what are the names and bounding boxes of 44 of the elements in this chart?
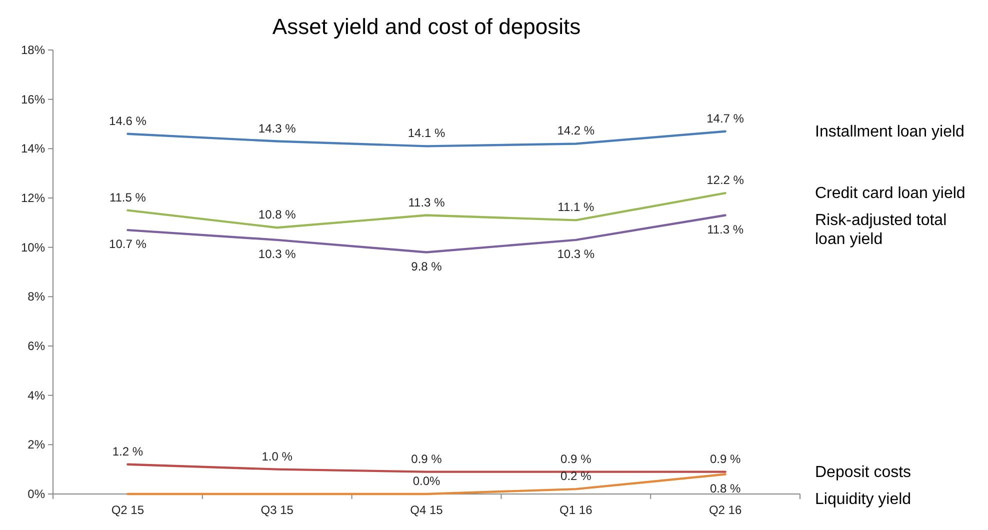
data-label: 0.9 % [560, 452, 592, 466]
data-label: 10.7 % [109, 237, 147, 252]
text: Deposit costs [815, 464, 912, 481]
data-label: 0.2 % [560, 469, 592, 484]
data-label: 0.9 % [411, 452, 442, 466]
y-tick-label: 12% [20, 191, 46, 205]
x-tick-label: Q2 15 [111, 503, 144, 517]
data-label: 14.1 % [408, 126, 446, 140]
x-tick-label: Q3 15 [260, 503, 294, 517]
data-label: 1.0 % [262, 449, 293, 464]
y-tick-label: 0% [28, 487, 46, 501]
y-tick-label: 18% [20, 43, 46, 57]
data-label: 10.8 % [258, 208, 296, 222]
y-tick-label: 4% [28, 388, 46, 402]
data-label: 11.5 % [109, 190, 146, 204]
text: Liquidity yield [815, 490, 912, 508]
data-label: 14.7 % [706, 111, 744, 126]
data-label: 10.3 % [258, 246, 296, 261]
y-tick-label: 6% [28, 339, 46, 353]
y-tick-label: 16% [20, 92, 46, 106]
y-tick-label: 14% [20, 142, 46, 156]
x-tick-label: Q1 16 [560, 503, 593, 517]
data-label: 11.3 % [707, 222, 744, 236]
data-label: 14.2 % [557, 124, 595, 138]
text: Installment loan yield [815, 123, 964, 140]
y-tick-label: 2% [28, 438, 46, 452]
data-label: 0.0% [412, 474, 440, 488]
data-label: 9.8 % [411, 259, 442, 274]
y-tick-label: 8% [28, 290, 46, 304]
data-label: 11.3 % [408, 195, 446, 210]
text: Risk-adjusted total loan yield [815, 212, 947, 248]
data-label: 1.2 % [112, 444, 144, 458]
x-tick-label: Q4 15 [410, 503, 444, 517]
text: Credit card loan yield [815, 185, 966, 202]
data-label: 0.8 % [710, 481, 741, 496]
y-tick-label: 10% [20, 240, 46, 254]
data-label: 14.3 % [258, 121, 296, 136]
data-label: 14.6 % [109, 114, 147, 128]
x-tick-label: Q2 16 [708, 503, 742, 517]
data-label: 0.9 % [710, 452, 741, 466]
chart-title: Asset yield and cost of deposits [272, 14, 581, 39]
data-label: 10.3 % [557, 246, 595, 261]
data-label: 11.1 % [558, 200, 594, 214]
data-label: 12.2 % [706, 173, 744, 188]
